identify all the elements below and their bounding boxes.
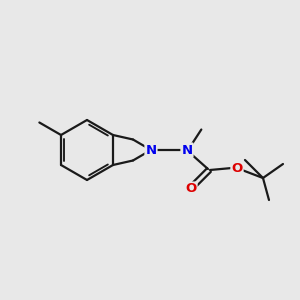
Text: N: N xyxy=(182,143,193,157)
Text: O: O xyxy=(185,182,197,196)
Text: N: N xyxy=(146,143,157,157)
Text: O: O xyxy=(231,161,243,175)
